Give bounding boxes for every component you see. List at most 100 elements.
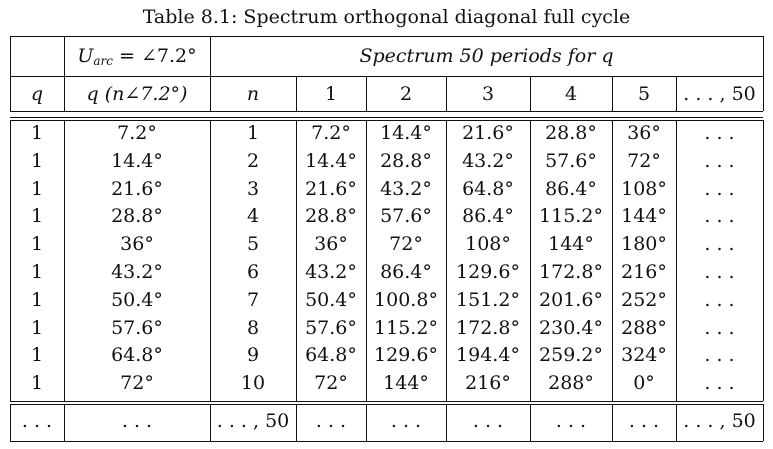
- table-cell: 57.6°: [111, 317, 163, 339]
- table-cell: 1: [246, 122, 260, 144]
- table-cell: 100.8°: [374, 289, 438, 311]
- vrule-c4-body: [366, 120, 367, 401]
- vrule-c2-foot: [210, 404, 211, 441]
- column-header: 4: [564, 83, 578, 105]
- table-cell: 180°: [621, 233, 667, 255]
- table-cell: 7.2°: [117, 122, 157, 144]
- table-cell: 201.6°: [539, 289, 603, 311]
- column-header: 1: [324, 83, 338, 105]
- table-cell: . . .: [704, 122, 735, 144]
- vrule-right-body: [763, 120, 764, 401]
- vrule-left-h2: [10, 76, 11, 111]
- table-cell: 216°: [465, 372, 511, 394]
- table-cell: 28.8°: [305, 205, 357, 227]
- table-cell: 172.8°: [456, 317, 520, 339]
- table-cell: . . .: [704, 233, 735, 255]
- table-cell: 72°: [627, 150, 661, 172]
- header-rule-1: [10, 76, 763, 77]
- table-cell: . . .: [704, 205, 735, 227]
- footer-cell: . . .: [21, 410, 53, 432]
- body-rule-1: [10, 117, 763, 118]
- table-cell: 14.4°: [111, 150, 163, 172]
- footer-cell: . . .: [555, 410, 587, 432]
- table-cell: 7: [246, 289, 260, 311]
- vrule-c4-foot: [366, 404, 367, 441]
- table-cell: 5: [246, 233, 260, 255]
- table-cell: 57.6°: [545, 150, 597, 172]
- top-rule: [10, 36, 763, 37]
- bottom-rule: [10, 441, 763, 442]
- table-cell: 57.6°: [380, 205, 432, 227]
- table-cell: 64.8°: [462, 178, 514, 200]
- vrule-c3-h2: [296, 76, 297, 111]
- vrule-c1-top: [64, 36, 65, 76]
- table-cell: 144°: [621, 205, 667, 227]
- table-cell: 14.4°: [305, 150, 357, 172]
- uarc-value: = ∠7.2°: [113, 45, 197, 67]
- uarc-header: Uarc = ∠7.2°: [64, 42, 210, 75]
- header-rule-2: [10, 111, 763, 112]
- table-cell: 43.2°: [111, 261, 163, 283]
- footer-cell: . . . , 50: [216, 410, 290, 432]
- vrule-c2-body: [210, 120, 211, 401]
- vrule-c6-foot: [530, 404, 531, 441]
- table-cell: 72°: [120, 372, 154, 394]
- column-header: 5: [637, 83, 651, 105]
- table-cell: 36°: [120, 233, 154, 255]
- table-cell: 288°: [621, 317, 667, 339]
- vrule-c5-h2: [446, 76, 447, 111]
- table-cell: 252°: [621, 289, 667, 311]
- column-header: q: [30, 83, 44, 105]
- table-cell: 1: [30, 344, 44, 366]
- table-cell: 36°: [627, 122, 661, 144]
- table-cell: 115.2°: [539, 205, 603, 227]
- table-cell: 194.4°: [456, 344, 520, 366]
- table-cell: 57.6°: [305, 317, 357, 339]
- table-cell: 64.8°: [111, 344, 163, 366]
- vrule-right-top: [763, 36, 764, 76]
- table-cell: 0°: [633, 372, 655, 394]
- vrule-c7-foot: [612, 404, 613, 441]
- vrule-c3-body: [296, 120, 297, 401]
- table-cell: 1: [30, 372, 44, 394]
- table-cell: 28.8°: [545, 122, 597, 144]
- table-cell: 144°: [383, 372, 429, 394]
- table-cell: 50.4°: [305, 289, 357, 311]
- column-header: 2: [399, 83, 413, 105]
- vrule-c4-h2: [366, 76, 367, 111]
- footer-cell: . . .: [628, 410, 660, 432]
- footer-cell: . . . , 50: [683, 410, 756, 432]
- table-cell: 72°: [314, 372, 348, 394]
- table-cell: 72°: [389, 233, 423, 255]
- table-cell: 216°: [621, 261, 667, 283]
- table-cell: 43.2°: [380, 178, 432, 200]
- table-cell: 10: [240, 372, 266, 394]
- table-cell: 6: [246, 261, 260, 283]
- table-cell: . . .: [704, 289, 735, 311]
- table-cell: 144°: [548, 233, 594, 255]
- table-cell: . . .: [704, 372, 735, 394]
- uarc-subscript: arc: [93, 54, 113, 68]
- vrule-c5-foot: [446, 404, 447, 441]
- table-cell: 1: [30, 150, 44, 172]
- table-cell: 28.8°: [111, 205, 163, 227]
- table-cell: 108°: [621, 178, 667, 200]
- vrule-right-h2: [763, 76, 764, 111]
- table-cell: 3: [246, 178, 260, 200]
- table-cell: 9: [246, 344, 260, 366]
- table-cell: 1: [30, 122, 44, 144]
- table-cell: 50.4°: [111, 289, 163, 311]
- table-cell: 4: [246, 205, 260, 227]
- table-cell: 21.6°: [305, 178, 357, 200]
- spectrum-header: Spectrum 50 periods for q: [359, 45, 614, 67]
- table-cell: 64.8°: [305, 344, 357, 366]
- footer-cell: . . .: [472, 410, 504, 432]
- table-cell: 324°: [621, 344, 667, 366]
- vrule-right-foot: [763, 404, 764, 441]
- table-cell: 259.2°: [539, 344, 603, 366]
- table-cell: 129.6°: [374, 344, 438, 366]
- table-cell: . . .: [704, 317, 735, 339]
- vrule-c2-h2: [210, 76, 211, 111]
- table-cell: 1: [30, 205, 44, 227]
- uarc-symbol: U: [77, 45, 94, 67]
